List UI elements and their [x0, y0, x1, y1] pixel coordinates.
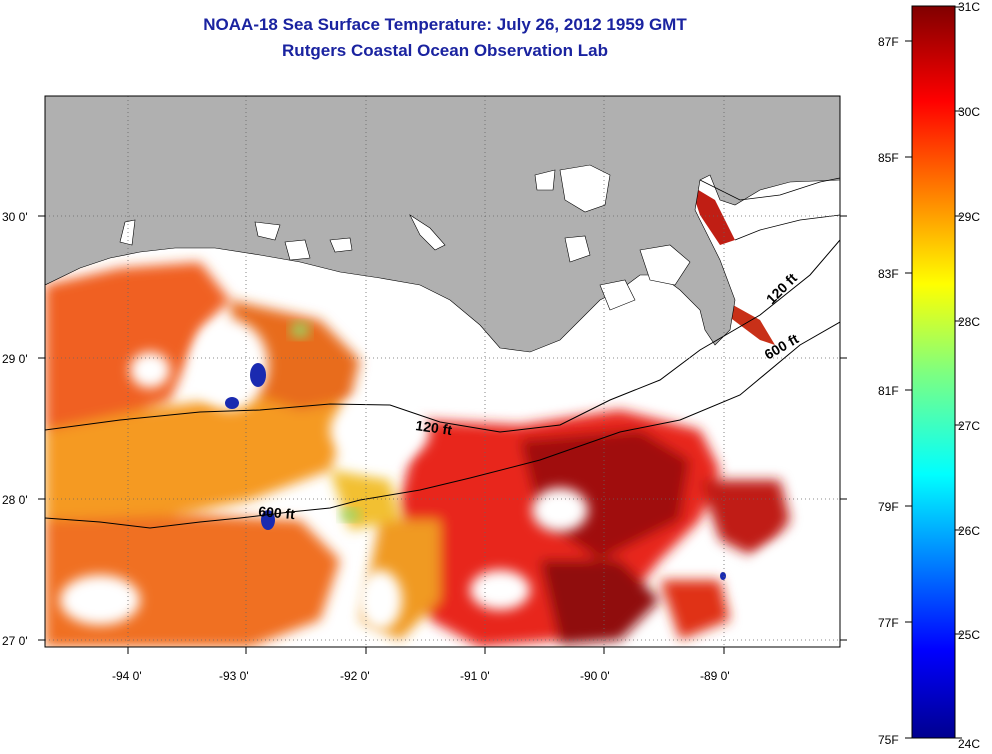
chart-subtitle: Rutgers Coastal Ocean Observation Lab: [282, 41, 608, 60]
lon-label-91: -91 0': [460, 669, 490, 683]
contour-120ft-west: [45, 239, 840, 433]
inland-water: [119, 164, 691, 311]
colorbar-label-25c: 25C: [958, 628, 980, 642]
colorbar-label-27c: 27C: [958, 419, 980, 433]
contour-600ft: [45, 321, 840, 529]
chart-title: NOAA-18 Sea Surface Temperature: July 26…: [203, 15, 687, 34]
colorbar-label-87f: 87F: [878, 35, 899, 49]
lat-label-30: 30 0': [2, 210, 28, 224]
colorbar-label-79f: 79F: [878, 500, 899, 514]
river-plume: [690, 185, 735, 245]
graticule: [45, 96, 840, 647]
lon-label-90: -90 0': [580, 669, 610, 683]
lat-label-28: 28 0': [2, 493, 28, 507]
contour-label-600ft-west: 600 ft: [258, 503, 296, 522]
colorbar-ticks: [905, 6, 962, 739]
map-plot-area: [45, 96, 840, 647]
bathymetry-contours: [45, 239, 840, 529]
contour-label-120ft-west: 120 ft: [415, 417, 454, 438]
lon-label-94: -94 0': [112, 669, 142, 683]
lat-label-29: 29 0': [2, 352, 28, 366]
coastline: [699, 177, 840, 241]
lon-label-92: -92 0': [340, 669, 370, 683]
colorbar-label-83f: 83F: [878, 267, 899, 281]
map-border: [44, 95, 841, 648]
colorbar-label-85f: 85F: [878, 151, 899, 165]
map-ticks: [38, 215, 847, 654]
lon-label-89: -89 0': [700, 669, 730, 683]
colorbar-label-75f: 75F: [878, 733, 899, 747]
colorbar-gradient: [911, 5, 956, 739]
colorbar-label-30c: 30C: [958, 105, 980, 119]
lat-label-27: 27 0': [2, 634, 28, 648]
colorbar-label-24c: 24C: [958, 737, 980, 751]
colorbar: 31C 30C 29C 28C 27C 26C 25C 24C 87F 85F …: [878, 0, 980, 751]
lon-label-93: -93 0': [219, 669, 249, 683]
colorbar-label-77f: 77F: [878, 616, 899, 630]
colorbar-label-28c: 28C: [958, 315, 980, 329]
colorbar-label-81f: 81F: [878, 384, 899, 398]
colorbar-label-31c: 31C: [958, 0, 980, 14]
colorbar-label-26c: 26C: [958, 524, 980, 538]
colorbar-label-29c: 29C: [958, 210, 980, 224]
